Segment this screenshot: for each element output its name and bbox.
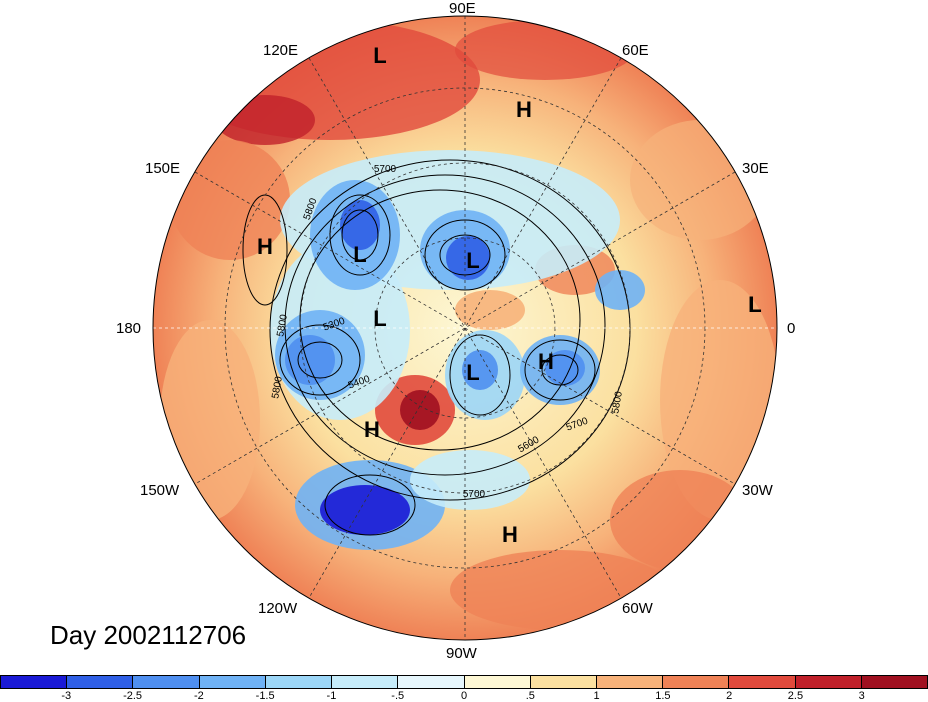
contour-label: 5700 [374,164,397,175]
lon-label-60e: 60E [622,42,649,59]
colorbar-cell [398,676,465,688]
contour-label: 5800 [610,390,625,414]
anomaly-field [153,16,777,640]
colorbar-tick-label: -1 [326,690,337,702]
colorbar-cell [795,676,862,688]
lon-label-120e: 120E [263,42,299,59]
colorbar-tick-label: 2.5 [787,690,804,702]
colorbar-cell [464,676,531,688]
pressure-system-high: H [538,349,554,374]
contour-label: 5800 [270,375,285,399]
colorbar-cell [596,676,664,688]
pressure-system-low: L [466,248,479,273]
colorbar-cell [729,676,796,688]
pressure-system-low: L [353,242,366,267]
colorbar-tick-label: -2 [193,690,204,702]
lon-label-150e: 150E [145,160,181,177]
pressure-system-high: H [502,522,518,547]
graticule [153,16,777,640]
colorbar-tick-label: 1 [593,690,600,702]
lon-label-0: 0 [787,320,796,337]
lon-label-90e: 90E [449,0,476,17]
map-boundary [152,15,778,641]
colorbar-cell [861,676,928,688]
colorbar-tick-label: -.5 [391,690,405,702]
lon-label-60w: 60W [622,600,653,617]
colorbar-tick-label: .5 [525,690,535,702]
pressure-system-low: L [748,292,761,317]
colorbar-cell [67,676,134,688]
colorbar [0,675,928,689]
pressure-system-low: L [373,306,386,331]
colorbar-tick-label: -2.5 [123,690,143,702]
contour-label: 5800 [275,313,290,337]
colorbar-tick-label: 3 [858,690,865,702]
lon-label-30w: 30W [742,482,773,499]
lon-label-90w: 90W [446,645,477,662]
colorbar-cell [663,676,730,688]
colorbar-cell [265,676,333,688]
pressure-system-high: H [257,234,273,259]
colorbar-tick-label: -1.5 [255,690,275,702]
pressure-system-high: H [516,97,532,122]
pressure-system-low: L [373,43,386,68]
colorbar-cell [332,676,399,688]
lon-label-120w: 120W [258,600,298,617]
lon-label-180: 180 [116,320,142,337]
pressure-system-low: L [748,292,761,317]
colorbar-cell [133,676,200,688]
map-title: Day 2002112706 [50,620,247,650]
pressure-system-low: L [466,360,479,385]
pressure-system-low: L [748,292,761,317]
pressure-system-high: H [364,417,380,442]
colorbar-tick-label: 2 [726,690,733,702]
colorbar-cell [530,676,597,688]
colorbar-tick-label: 0 [460,690,468,702]
colorbar-tick-label: -3 [61,690,72,702]
colorbar-tick-label: 1.5 [655,690,671,702]
contour-label: 5700 [463,489,486,500]
colorbar-cell [1,676,68,688]
lon-label-30e: 30E [742,160,769,177]
lon-label-150w: 150W [140,482,180,499]
colorbar-cell [199,676,266,688]
